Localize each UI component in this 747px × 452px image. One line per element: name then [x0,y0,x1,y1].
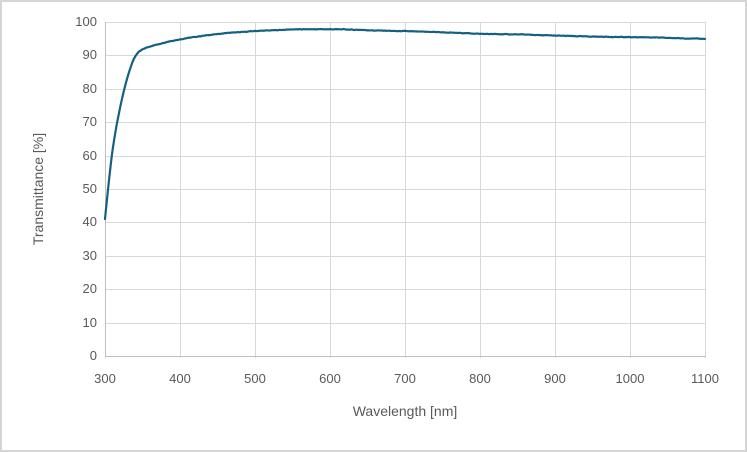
x-axis-title: Wavelength [nm] [352,403,458,419]
y-tick-label: 0 [89,348,97,363]
x-tick-label: 1100 [691,371,719,386]
x-tick-label: 700 [394,371,416,386]
y-tick-label: 100 [75,14,97,29]
x-tick-label: 600 [319,371,341,386]
x-tick-label: 500 [244,371,266,386]
y-tick-label: 40 [82,214,97,230]
y-tick-label: 10 [82,314,97,330]
y-tick-label: 20 [82,281,97,297]
x-tick-label: 900 [544,371,566,386]
y-tick-label: 70 [82,114,97,130]
y-tick-label: 30 [82,247,97,263]
y-tick-label: 80 [82,80,97,96]
x-tick-label: 1000 [615,371,645,386]
y-tick-label: 90 [82,47,97,63]
transmittance-series-line [103,27,707,221]
x-tick-label: 800 [469,371,491,386]
y-tick-label: 60 [82,147,97,163]
y-axis-title: Transmittance [%] [30,132,46,246]
x-tick-label: 400 [169,371,191,386]
x-tick-label: 300 [94,371,116,386]
y-tick-label: 50 [82,181,97,196]
